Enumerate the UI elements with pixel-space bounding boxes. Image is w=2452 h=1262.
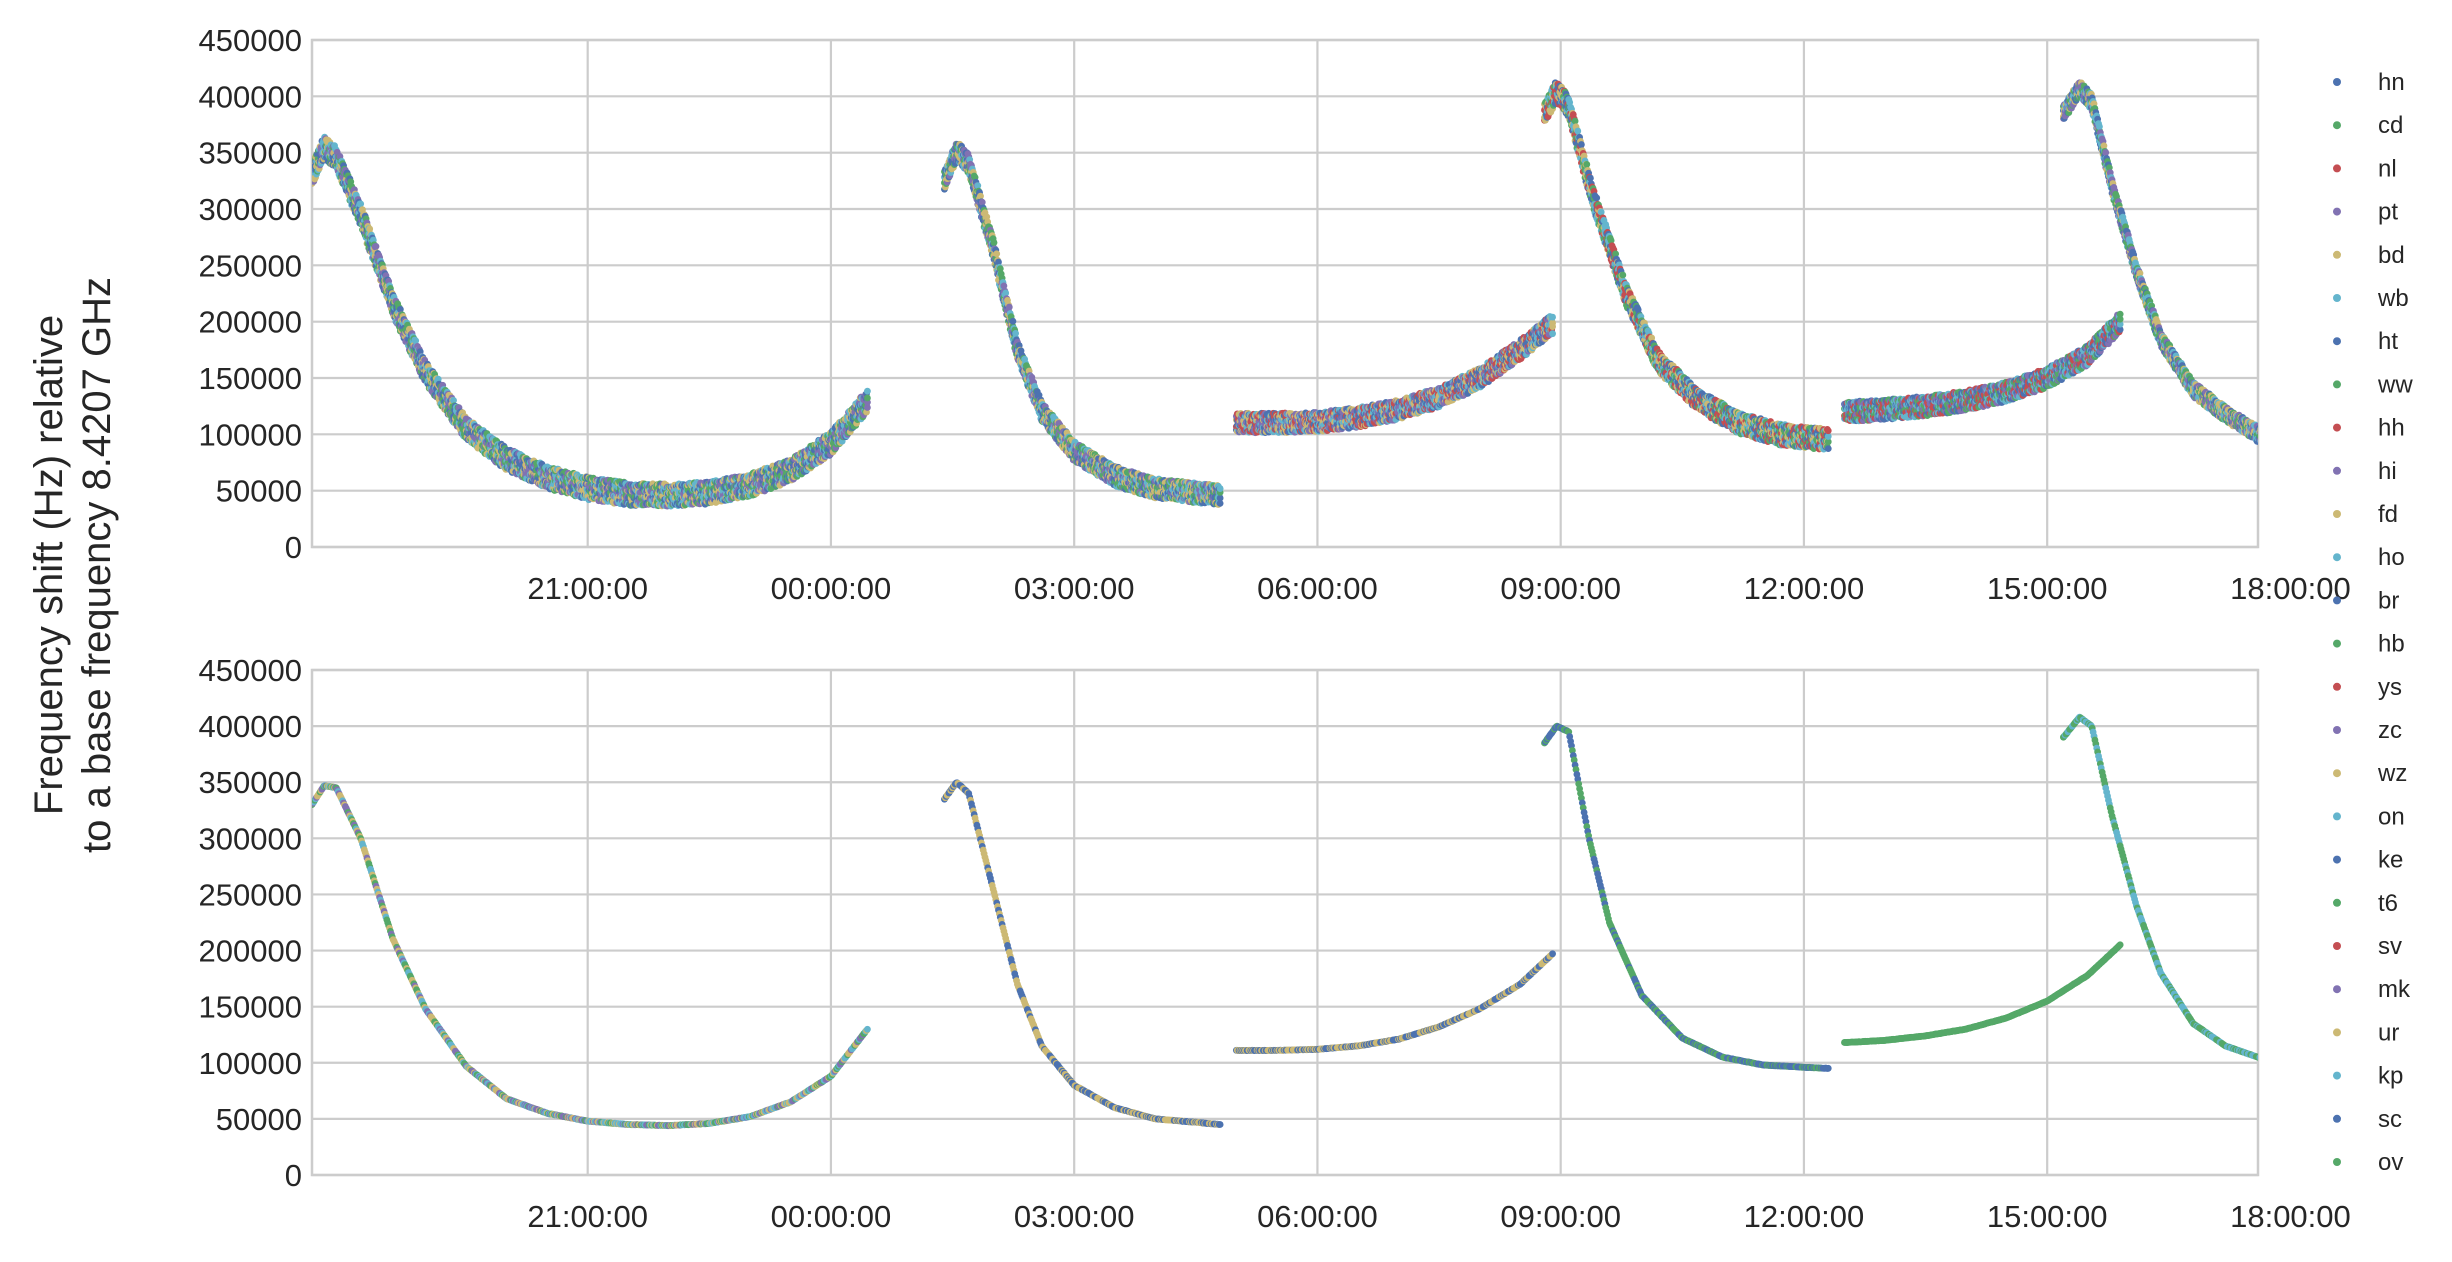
y-axis-title-line-1: Frequency shift (Hz) relative	[27, 315, 71, 815]
y-axis-title: Frequency shift (Hz) relative to a base …	[27, 277, 119, 853]
data-point	[1010, 318, 1017, 325]
data-point	[1217, 485, 1224, 492]
y-tick-label: 250000	[199, 248, 302, 283]
x-tick-label: 18:00:00	[2230, 571, 2351, 606]
y-tick-label: 100000	[199, 417, 302, 452]
y-tick-label: 350000	[199, 136, 302, 171]
x-tick-labels-top: 21:00:00 00:00:00 03:00:00 06:00:00 09:00:00…	[527, 571, 2350, 606]
grid-top	[312, 40, 2258, 547]
y-tick-label: 0	[285, 530, 302, 565]
y-tick-label: 450000	[199, 23, 302, 58]
data-point	[1002, 290, 1009, 297]
y-tick-label: 50000	[216, 474, 302, 509]
data-point	[979, 199, 986, 206]
x-tick-label: 03:00:00	[1014, 571, 1135, 606]
x-tick-label: 06:00:00	[1257, 571, 1378, 606]
data-segment	[941, 141, 1223, 508]
panel-top: 0 50000 100000 150000 200000 250000 300000 3500…	[199, 23, 2351, 606]
x-tick-label: 15:00:00	[1987, 571, 2108, 606]
data-point	[991, 239, 998, 246]
x-tick-label: 00:00:00	[771, 571, 892, 606]
data-points-top	[309, 79, 2319, 509]
data-point	[373, 243, 380, 250]
data-point	[864, 395, 871, 402]
data-point	[1006, 304, 1013, 311]
x-tick-label: 12:00:00	[1744, 571, 1865, 606]
x-tick-label: 09:00:00	[1500, 571, 1621, 606]
y-tick-labels-top: 0 50000 100000 150000 200000 250000 300000 3500…	[199, 23, 302, 565]
panels: 0 50000 100000 150000 200000 250000 300000 3500…	[199, 23, 2351, 1234]
plot-frame-top	[312, 40, 2258, 547]
data-point	[864, 388, 871, 395]
data-point	[993, 250, 1000, 257]
y-axis-title-line-2: to a base frequency 8.4207 GHz	[75, 277, 119, 853]
y-tick-label: 300000	[199, 192, 302, 227]
data-point	[1012, 330, 1019, 337]
x-tick-label: 21:00:00	[527, 571, 648, 606]
y-tick-label: 150000	[199, 361, 302, 396]
y-tick-label: 200000	[199, 305, 302, 340]
data-segment	[1233, 313, 1556, 436]
data-point	[357, 200, 364, 207]
y-tick-label: 400000	[199, 79, 302, 114]
